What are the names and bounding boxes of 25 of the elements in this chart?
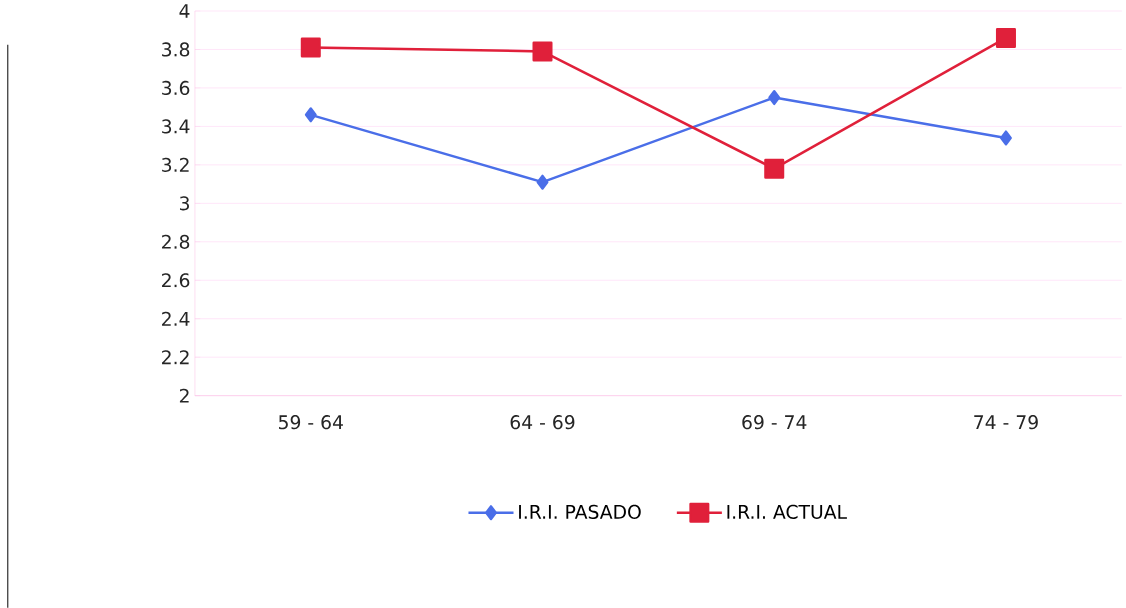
point	[768, 89, 781, 105]
point	[532, 41, 553, 62]
y-tick-label: 2.8	[162, 234, 190, 249]
x-tick-label: 59 - 64	[279, 414, 343, 430]
point	[536, 174, 549, 190]
y-tick-label: 2.2	[162, 350, 189, 364]
legend-label: I.R.I. ACTUAL	[727, 504, 847, 519]
y-tick-label: 2	[179, 388, 189, 403]
point	[1000, 130, 1012, 146]
y-tick-label: 3.8	[162, 42, 190, 57]
y-tick-label: 3.2	[162, 157, 189, 172]
x-tick-label: 74 - 79	[974, 414, 1038, 430]
x-tick-label: 69 - 74	[742, 414, 807, 430]
y-tick-label: 4	[179, 3, 190, 18]
y-tick-label: 2.4	[162, 311, 190, 326]
y-tick-label: 2.6	[162, 272, 190, 288]
legend-label: I.R.I. PASADO	[519, 504, 641, 519]
x-tick-label: 64 - 69	[510, 414, 575, 430]
y-tick-label: 3	[179, 196, 189, 211]
point	[995, 27, 1016, 48]
point	[304, 107, 317, 123]
point	[300, 37, 321, 58]
point	[764, 158, 785, 179]
y-tick-label: 3.4	[162, 119, 190, 134]
y-tick-label: 3.6	[162, 80, 190, 95]
